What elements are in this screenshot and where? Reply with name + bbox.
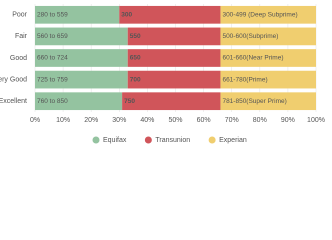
segment-label: 781-850(Super Prime)	[222, 98, 286, 105]
x-tick-label: 100%	[307, 117, 325, 124]
legend-label: Equifax	[103, 137, 127, 144]
y-tick-label: Good	[10, 55, 27, 62]
segment-label: 700	[130, 76, 141, 83]
legend-marker	[144, 136, 152, 144]
segment-label: 760 to 850	[37, 98, 68, 105]
chart: 0% 10% 20% 30% 40% 50% 60% 70% 80% 90% 100% Poor 280…	[0, 4, 325, 144]
segment-label: 750	[124, 98, 135, 105]
legend-label: Transunion	[155, 137, 190, 144]
bar-segment	[35, 49, 128, 67]
segment-label: 560 to 659	[37, 33, 68, 40]
x-tick-label: 70%	[225, 117, 239, 124]
x-tick-label: 90%	[281, 117, 295, 124]
x-tick-label: 10%	[56, 117, 70, 124]
x-tick-label: 0%	[30, 117, 40, 124]
y-tick-label: Excellent	[0, 98, 27, 105]
segment-label: 280 to 559	[37, 12, 68, 19]
legend-label: Experian	[219, 137, 247, 144]
bar-segment	[35, 70, 128, 89]
bar-segment	[220, 70, 316, 89]
y-tick-label: Poor	[12, 12, 27, 19]
bar-segment	[35, 5, 120, 24]
y-tick-label: Fair	[15, 33, 28, 40]
bar-segment	[35, 92, 123, 111]
bar-segment	[220, 27, 316, 46]
y-tick-label: Very Good	[0, 76, 27, 83]
legend-marker	[92, 136, 100, 144]
segment-label: 500-600(Subprime)	[222, 33, 278, 40]
segment-label: 661-780(Prime)	[222, 76, 267, 83]
bar-segment	[35, 27, 128, 46]
x-tick-label: 80%	[253, 117, 267, 124]
segment-label: 725 to 759	[37, 76, 68, 83]
bar-segment	[122, 92, 221, 111]
segment-label: 300	[121, 12, 132, 19]
segment-label: 650	[130, 55, 141, 62]
segment-label: 660 to 724	[37, 55, 68, 62]
bar-segment	[127, 27, 221, 46]
bar-segment	[220, 92, 316, 111]
bar-segment	[127, 49, 221, 67]
segment-label: 550	[130, 33, 141, 40]
x-tick-label: 50%	[168, 117, 182, 124]
segment-label: 601-660(Near Prime)	[222, 55, 283, 62]
bar-segment	[220, 5, 316, 24]
x-tick-label: 20%	[84, 117, 98, 124]
legend-marker	[208, 136, 216, 144]
bar-segment	[119, 5, 221, 24]
x-tick-label: 40%	[140, 117, 154, 124]
x-tick-label: 30%	[112, 117, 126, 124]
segment-label: 300-499 (Deep Subprime)	[222, 12, 297, 19]
x-tick-label: 60%	[197, 117, 211, 124]
bar-segment	[127, 70, 221, 89]
bar-segment	[220, 49, 316, 67]
